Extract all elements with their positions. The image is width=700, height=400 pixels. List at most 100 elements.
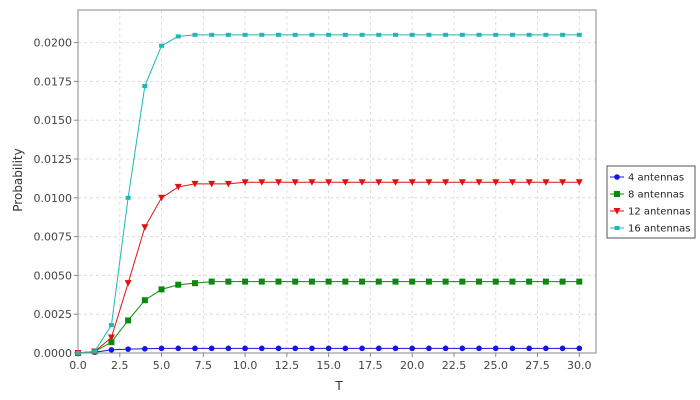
data-point	[392, 278, 399, 285]
data-point	[542, 179, 550, 186]
y-tick-label: 0.0175	[34, 75, 73, 88]
data-point	[325, 278, 332, 285]
data-point	[459, 278, 466, 285]
data-point	[142, 84, 148, 89]
plot-border	[77, 9, 597, 354]
data-point	[442, 345, 449, 352]
data-point	[342, 345, 349, 352]
legend-label: 12 antennas	[628, 207, 690, 218]
data-point	[559, 345, 566, 352]
data-point	[191, 280, 198, 287]
data-point	[358, 179, 366, 186]
data-point	[376, 32, 382, 37]
data-point	[209, 32, 215, 37]
data-point	[526, 32, 532, 37]
legend-label: 4 antennas	[628, 173, 684, 184]
data-point	[158, 286, 165, 293]
legend-label: 8 antennas	[628, 190, 684, 201]
x-tick-label: 20.0	[400, 359, 425, 372]
data-point	[158, 345, 165, 352]
data-point	[292, 32, 298, 37]
data-point	[359, 278, 366, 285]
data-point	[326, 32, 332, 37]
data-point	[125, 195, 131, 200]
data-point	[526, 345, 532, 352]
data-point	[192, 345, 198, 352]
data-point	[509, 345, 516, 352]
data-point	[191, 180, 199, 188]
x-tick-label: 15.0	[316, 359, 341, 372]
data-point	[475, 179, 483, 186]
data-point	[543, 345, 549, 352]
x-tick-label: 22.5	[442, 359, 467, 372]
x-axis-title: T	[334, 379, 343, 393]
data-point	[342, 278, 349, 285]
data-point	[158, 194, 166, 202]
data-point	[325, 179, 333, 186]
data-point	[543, 32, 549, 37]
data-point	[224, 180, 232, 188]
data-point	[174, 183, 182, 191]
data-point	[476, 345, 482, 352]
data-point	[459, 345, 466, 352]
data-point	[459, 32, 465, 37]
y-tick-label: 0.0000	[34, 347, 73, 360]
data-point	[476, 32, 482, 37]
data-point	[492, 345, 499, 352]
x-tick-label: 10.0	[233, 359, 258, 372]
y-tick-label: 0.0125	[34, 153, 73, 166]
data-point	[409, 345, 415, 352]
data-point	[225, 278, 232, 285]
legend-swatch-marker	[614, 174, 620, 180]
data-point	[559, 278, 566, 285]
legend-item[interactable]: 12 antennas	[610, 207, 690, 218]
legend-swatch-marker	[614, 226, 620, 230]
data-point	[359, 345, 365, 352]
legend-item[interactable]: 4 antennas	[610, 173, 684, 184]
data-point	[408, 179, 416, 186]
data-point	[242, 345, 248, 352]
data-point	[258, 278, 265, 285]
data-point	[192, 32, 198, 37]
data-point	[108, 323, 114, 328]
plot-background	[78, 10, 596, 353]
x-tick-label: 0.0	[69, 359, 87, 372]
data-point	[275, 179, 283, 186]
data-point	[124, 280, 132, 287]
axes: 0.0 2.5 5.0 7.5 10.0 12.5 15.0 17.5 20.0 22.5 25.0…	[34, 9, 597, 372]
data-point	[275, 278, 282, 285]
data-point	[392, 345, 399, 352]
data-point	[342, 32, 348, 37]
data-point	[442, 278, 449, 285]
x-tick-label: 7.5	[195, 359, 213, 372]
data-point	[175, 345, 182, 352]
data-point	[576, 278, 583, 285]
data-point	[391, 179, 399, 186]
y-tick-label: 0.0200	[34, 37, 73, 50]
x-tick-label: 30.0	[567, 359, 592, 372]
data-point	[375, 345, 382, 352]
data-point	[492, 278, 499, 285]
data-point	[508, 179, 516, 186]
legend-box	[606, 165, 696, 239]
data-point	[409, 278, 416, 285]
data-point	[375, 179, 383, 186]
data-point	[259, 32, 265, 37]
legend-item[interactable]: 16 antennas	[610, 224, 690, 235]
y-tick-label: 0.0100	[34, 192, 73, 205]
series-4	[75, 32, 582, 355]
data-point	[242, 278, 249, 285]
data-point	[392, 32, 398, 37]
data-point	[525, 179, 533, 186]
data-point	[375, 278, 382, 285]
data-point	[359, 32, 365, 37]
legend-item[interactable]: 8 antennas	[610, 190, 684, 201]
data-point	[225, 345, 232, 352]
data-point	[476, 278, 483, 285]
data-point	[208, 180, 216, 188]
data-point	[576, 32, 582, 37]
data-point	[159, 43, 165, 48]
data-point	[92, 349, 98, 354]
data-point	[458, 179, 466, 186]
legend[interactable]: 4 antennas 8 antennas 12 antennas 16 antenn…	[606, 165, 696, 239]
